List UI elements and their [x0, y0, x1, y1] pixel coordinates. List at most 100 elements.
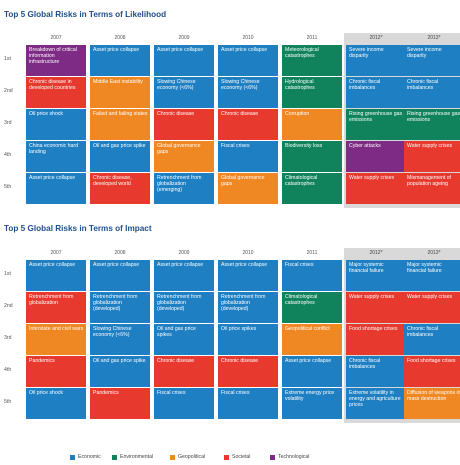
- risk-cell: Asset price collapse: [90, 260, 150, 291]
- rank-label: 5th: [4, 184, 12, 190]
- risk-cell: Middle East instability: [90, 77, 150, 108]
- legend-swatch: [170, 455, 175, 460]
- risk-cell: Chronic fiscal imbalances: [404, 324, 460, 355]
- year-label: 2009: [178, 35, 190, 41]
- risk-cell: Biodiversity loss: [282, 141, 342, 172]
- rank-label: 4th: [4, 152, 12, 158]
- year-label: 2007: [50, 35, 62, 41]
- risk-cell: Oil and gas price spike: [90, 141, 150, 172]
- section-title: Top 5 Global Risks in Terms of Impact: [4, 224, 152, 233]
- risk-cell: Corruption: [282, 109, 342, 140]
- risk-cell: Water supply crises: [404, 141, 460, 172]
- risk-cell: Global governance gaps: [218, 173, 278, 204]
- year-label: 2013*: [427, 35, 441, 41]
- legend-swatch: [112, 455, 117, 460]
- risk-cell: Water supply crises: [346, 173, 406, 204]
- risk-cell: Slowing Chinese economy (<6%): [90, 324, 150, 355]
- risk-cell: Retrenchment from globalization (emergin…: [154, 173, 214, 204]
- risk-cell: Pandemics: [90, 388, 150, 419]
- legend-label: Economic: [78, 454, 101, 460]
- year-label: 2013*: [427, 250, 441, 256]
- rank-label: 3rd: [4, 335, 12, 341]
- year-label: 2007: [50, 250, 62, 256]
- rank-label: 2nd: [4, 303, 13, 309]
- risk-cell: Asset price collapse: [218, 45, 278, 76]
- legend-label: Societal: [232, 454, 251, 460]
- risk-cell: Retrenchment from globalization (develop…: [90, 292, 150, 323]
- section-title: Top 5 Global Risks in Terms of Likelihoo…: [4, 10, 167, 19]
- risk-cell: Retrenchment from globalization (develop…: [154, 292, 214, 323]
- year-label: 2011: [306, 250, 318, 256]
- risk-cell: Asset price collapse: [90, 45, 150, 76]
- risk-cell: Asset price collapse: [218, 260, 278, 291]
- risk-cell: Chronic disease in developed countries: [26, 77, 86, 108]
- risk-cell: Oil price spikes: [218, 324, 278, 355]
- risk-cell: Asset price collapse: [26, 260, 86, 291]
- year-label: 2010: [242, 250, 254, 256]
- year-label: 2012*: [369, 35, 383, 41]
- rank-label: 5th: [4, 399, 12, 405]
- rank-label: 1st: [4, 271, 11, 277]
- legend-swatch: [70, 455, 75, 460]
- risk-cell: Oil price shock: [26, 109, 86, 140]
- risk-cell: Oil and gas price spikes: [154, 324, 214, 355]
- risk-cell: Food shortage crises: [404, 356, 460, 387]
- year-label: 2011: [306, 35, 318, 41]
- legend-swatch: [270, 455, 275, 460]
- risk-cell: Hydrological catastrophes: [282, 77, 342, 108]
- risk-cell: Fiscal crises: [154, 388, 214, 419]
- risk-cell: Fiscal crises: [218, 141, 278, 172]
- year-label: 2010: [242, 35, 254, 41]
- risk-cell: Oil and gas price spike: [90, 356, 150, 387]
- risk-cell: Failed and failing states: [90, 109, 150, 140]
- legend-label: Environmental: [120, 454, 154, 460]
- year-label: 2009: [178, 250, 190, 256]
- risk-cell: Global governance gaps: [154, 141, 214, 172]
- legend-label: Technological: [278, 454, 310, 460]
- risk-cell: Water supply crises: [404, 292, 460, 323]
- year-label: 2012*: [369, 250, 383, 256]
- risk-cell: Fiscal crises: [282, 260, 342, 291]
- legend-swatch: [224, 455, 229, 460]
- rank-label: 1st: [4, 56, 11, 62]
- risk-cell: Pandemics: [26, 356, 86, 387]
- risk-cell: Water supply crises: [346, 292, 406, 323]
- risk-cell: Severe income disparity: [346, 45, 406, 76]
- risk-cell: Retrenchment from globalization: [26, 292, 86, 323]
- risk-cell: Extreme energy price volatility: [282, 388, 342, 419]
- risk-cell: Diffusion of weapons of mass destruction: [404, 388, 460, 419]
- risk-cell: Fiscal crises: [218, 388, 278, 419]
- risk-cell: Rising greenhouse gas emissions: [404, 109, 460, 140]
- risk-cell: Chronic disease: [218, 109, 278, 140]
- risk-cell: Chronic fiscal imbalances: [346, 356, 406, 387]
- risk-cell: Asset price collapse: [154, 45, 214, 76]
- risk-cell: Rising greenhouse gas emissions: [346, 109, 406, 140]
- rank-label: 2nd: [4, 88, 13, 94]
- risk-cell: China economic hard landing: [26, 141, 86, 172]
- risk-cell: Interstate and civil wars: [26, 324, 86, 355]
- risk-cell: Chronic disease, developed world: [90, 173, 150, 204]
- risk-cell: Slowing Chinese economy (<6%): [154, 77, 214, 108]
- risk-cell: Geopolitical conflict: [282, 324, 342, 355]
- risk-cell: Chronic disease: [154, 356, 214, 387]
- risk-cell: Asset price collapse: [26, 173, 86, 204]
- risk-cell: Breakdown of critical information infras…: [26, 45, 86, 76]
- risk-cell: Severe income disparity: [404, 45, 460, 76]
- risk-cell: Retrenchment from globalization (develop…: [218, 292, 278, 323]
- year-label: 2008: [114, 35, 126, 41]
- risk-cell: Slowing Chinese economy (<6%): [218, 77, 278, 108]
- risk-cell: Chronic fiscal imbalances: [346, 77, 406, 108]
- risk-cell: Asset price collapse: [282, 356, 342, 387]
- risk-cell: Extreme volatility in energy and agricul…: [346, 388, 406, 419]
- risk-cell: Mismanagement of population ageing: [404, 173, 460, 204]
- risk-cell: Climatological catastrophes: [282, 292, 342, 323]
- risk-cell: Chronic disease: [218, 356, 278, 387]
- risk-cell: Food shortage crises: [346, 324, 406, 355]
- risk-cell: Chronic disease: [154, 109, 214, 140]
- year-label: 2008: [114, 250, 126, 256]
- legend-label: Geopolitical: [178, 454, 206, 460]
- risk-cell: Asset price collapse: [154, 260, 214, 291]
- risk-cell: Major systemic financial failure: [404, 260, 460, 291]
- risk-cell: Cyber attacks: [346, 141, 406, 172]
- risk-cell: Major systemic financial failure: [346, 260, 406, 291]
